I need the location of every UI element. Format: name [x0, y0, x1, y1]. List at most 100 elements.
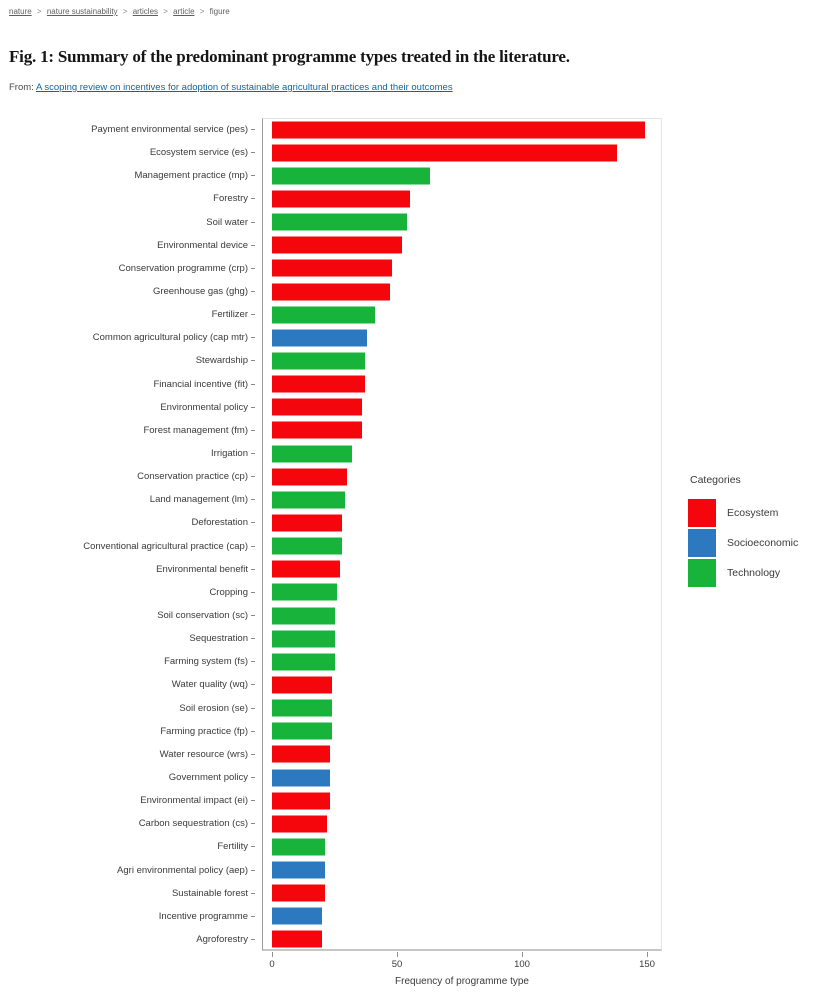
- legend-item: Technology: [688, 559, 823, 587]
- y-axis-label: Payment environmental service (pes): [91, 124, 248, 136]
- bar-row: Incentive programme: [0, 905, 662, 928]
- y-axis-tick: [251, 337, 255, 339]
- bar-row: Soil conservation (sc): [0, 604, 662, 627]
- bar-zone: [262, 604, 662, 627]
- bar-zone: [262, 465, 662, 488]
- bar-zone: [262, 118, 662, 141]
- legend-label: Ecosystem: [727, 507, 779, 519]
- bar: [272, 421, 362, 439]
- x-tick-label: 0: [269, 959, 275, 970]
- breadcrumb-link-articles[interactable]: articles: [132, 7, 159, 16]
- bar-zone: [262, 650, 662, 673]
- bar-zone: [262, 859, 662, 882]
- bar-zone: [262, 627, 662, 650]
- bar-row: Water quality (wq): [0, 673, 662, 696]
- bar: [272, 537, 342, 555]
- bar: [272, 375, 365, 393]
- y-axis-label: Deforestation: [191, 517, 248, 529]
- y-axis-label: Greenhouse gas (ghg): [152, 286, 248, 298]
- y-axis-label: Irrigation: [211, 448, 248, 460]
- y-axis-label: Soil erosion (se): [179, 702, 248, 714]
- y-axis-tick: [251, 360, 255, 362]
- bar-zone: [262, 835, 662, 858]
- bar-zone: [262, 373, 662, 396]
- bar-zone: [262, 211, 662, 234]
- breadcrumb-current-figure: figure: [209, 7, 230, 16]
- bar-row: Farming system (fs): [0, 650, 662, 673]
- bar-row: Sequestration: [0, 627, 662, 650]
- x-tick-mark: [522, 952, 523, 957]
- bar-zone: [262, 280, 662, 303]
- bar: [272, 144, 617, 162]
- legend-item: Ecosystem: [688, 499, 823, 527]
- bar: [272, 560, 340, 578]
- y-axis-label: Environmental benefit: [156, 563, 248, 575]
- y-axis-label: Cropping: [209, 586, 248, 598]
- y-axis-label: Conventional agricultural practice (cap): [83, 540, 248, 552]
- y-axis-tick: [251, 429, 255, 431]
- y-axis-tick: [251, 568, 255, 570]
- y-axis-label: Environmental policy: [160, 401, 248, 413]
- bar: [272, 167, 430, 185]
- bar-row: Irrigation: [0, 442, 662, 465]
- bar-zone: [262, 442, 662, 465]
- x-tick-mark: [272, 952, 273, 957]
- bar-zone: [262, 488, 662, 511]
- y-axis-label: Agroforestry: [196, 933, 248, 945]
- y-axis-label: Fertility: [217, 841, 248, 853]
- bar-zone: [262, 303, 662, 326]
- y-axis-tick: [251, 545, 255, 547]
- bar-row: Greenhouse gas (ghg): [0, 280, 662, 303]
- y-axis-label: Forest management (fm): [143, 424, 248, 436]
- source-article-link[interactable]: A scoping review on incentives for adopt…: [35, 82, 453, 93]
- bar-row: Water resource (wrs): [0, 743, 662, 766]
- bar: [272, 491, 345, 509]
- bar-row: Fertility: [0, 835, 662, 858]
- bar-row: Land management (lm): [0, 488, 662, 511]
- bar-row: Conservation practice (cp): [0, 465, 662, 488]
- y-axis-label: Government policy: [168, 772, 248, 783]
- bar: [272, 445, 352, 463]
- bar: [272, 884, 325, 902]
- legend-title: Categories: [690, 474, 741, 486]
- bar-row: Stewardship: [0, 349, 662, 372]
- bar: [272, 630, 335, 648]
- bar-row: Soil water: [0, 211, 662, 234]
- bar-row: Environmental benefit: [0, 558, 662, 581]
- y-axis-tick: [251, 707, 255, 709]
- bar-row: Fertilizer: [0, 303, 662, 326]
- y-axis-label: Fertilizer: [211, 309, 248, 321]
- y-axis-tick: [251, 267, 255, 269]
- y-axis-label: Farming practice (fp): [160, 725, 248, 737]
- bar-row: Conventional agricultural practice (cap): [0, 535, 662, 558]
- figure-title: Fig. 1: Summary of the predominant progr…: [9, 47, 570, 67]
- breadcrumb-link-article[interactable]: article: [173, 7, 195, 16]
- bar-zone: [262, 812, 662, 835]
- bar: [272, 236, 402, 254]
- bar: [272, 514, 342, 532]
- bar: [272, 259, 392, 277]
- bar-zone: [262, 396, 662, 419]
- legend-swatch-technology: [688, 559, 716, 587]
- y-axis-tick: [251, 453, 255, 455]
- bar-zone: [262, 789, 662, 812]
- y-axis-label: Incentive programme: [158, 910, 248, 922]
- bar-row: Sustainable forest: [0, 882, 662, 905]
- x-tick-mark: [647, 952, 648, 957]
- bar-zone: [262, 141, 662, 164]
- breadcrumb-link-nature[interactable]: nature: [9, 7, 32, 16]
- y-axis-label: Carbon sequestration (cs): [138, 818, 248, 830]
- y-axis-tick: [251, 800, 255, 802]
- y-axis-tick: [251, 406, 255, 408]
- y-axis-label: Soil water: [206, 216, 248, 228]
- bar-row: Environmental impact (ei): [0, 789, 662, 812]
- legend-swatch-socioeconomic: [688, 529, 716, 557]
- y-axis-tick: [251, 314, 255, 316]
- source-prefix: From:: [9, 82, 34, 93]
- breadcrumb-link-journal[interactable]: nature sustainability: [46, 7, 118, 16]
- bar: [272, 861, 325, 879]
- bar-rows: Payment environmental service (pes) Ecosy…: [0, 118, 662, 951]
- y-axis-tick: [251, 221, 255, 223]
- y-axis-tick: [251, 129, 255, 131]
- y-axis-label: Water resource (wrs): [159, 748, 248, 760]
